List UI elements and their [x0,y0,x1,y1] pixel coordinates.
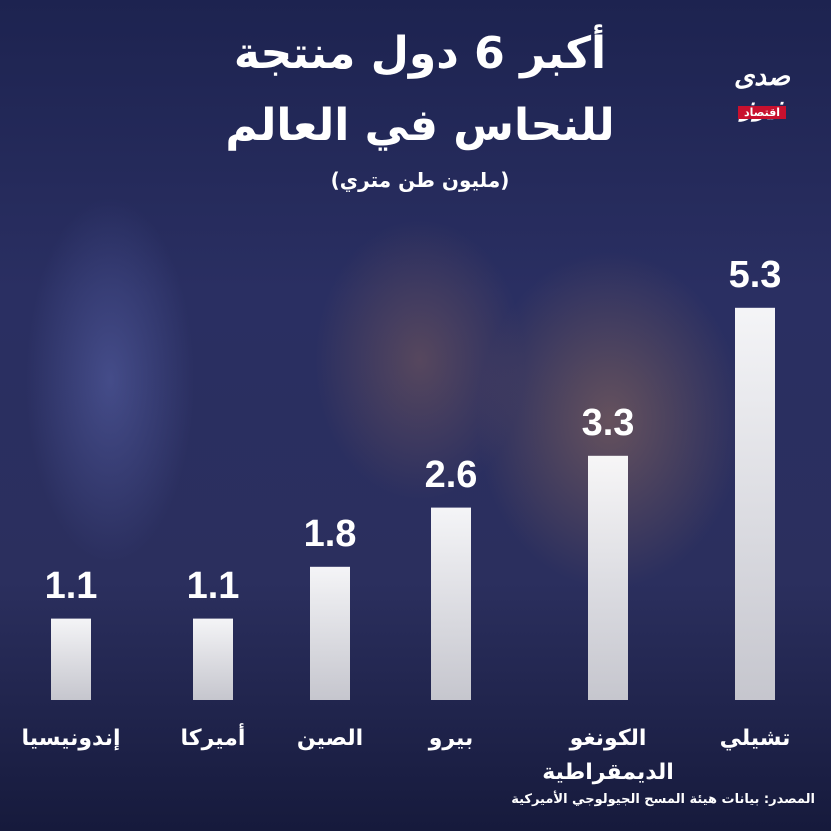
chart-title: للنحاس في العالم [225,100,615,151]
x-tick-label: الكونغو الديمقراطية [542,726,674,785]
x-tick-label: تشيلي [719,726,791,751]
x-tick-label: بيرو [428,726,474,751]
bar [193,618,233,700]
data-label: 2.6 [424,453,478,496]
bar [431,507,471,700]
source: المصدر: بيانات هيئة المسح الجيولوجي الأم… [511,792,815,807]
bar [588,455,628,700]
bar [51,618,91,700]
data-label: 1.1 [186,564,240,607]
logo-section: اقتصاد [738,106,787,119]
x-tick-label: أميركا [180,726,246,751]
bar [735,307,775,700]
x-tick-label: إندونيسيا [21,726,121,751]
data-label: 5.3 [728,253,782,296]
x-tick-label: الصين [296,726,364,751]
data-label: 1.8 [303,512,357,555]
data-label: 1.1 [44,564,98,607]
bar [310,566,350,700]
data-label: 3.3 [581,401,635,444]
chart-subtitle: (مليون طن متري) [330,168,510,192]
chart-title: أكبر 6 دول منتجة [233,28,607,79]
logo: صدى نيوز اقتصاد [712,62,812,132]
